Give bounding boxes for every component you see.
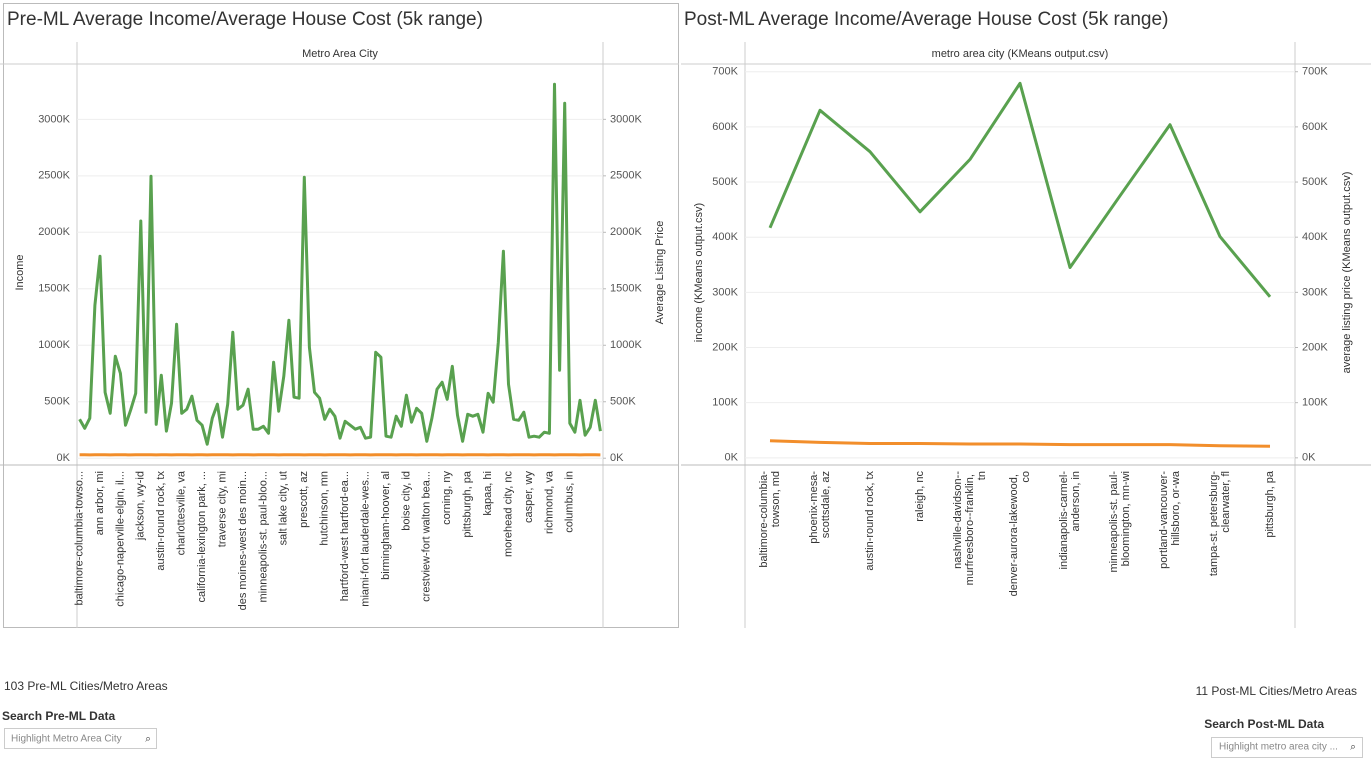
count-text: 103 Pre-ML Cities/Metro Areas <box>4 679 168 693</box>
x-tick-label: hartford-west hartford-ea... <box>339 471 351 601</box>
x-tick-label: minneapolis-st. paul-bloo... <box>257 471 269 602</box>
y-tick-label: 1500K <box>38 283 70 295</box>
y2-tick-label: 3000K <box>610 113 642 125</box>
x-tick-label: traverse city, mi <box>216 471 228 547</box>
x-tick-label: des moines-west des moin... <box>237 471 249 610</box>
x-tick-label: baltimore-columbia-towso... <box>73 471 85 606</box>
y-axis-title: Income <box>14 254 26 290</box>
y-tick-label: 0K <box>57 452 71 464</box>
x-tick-label: nashville-davidson--murfreesboro--frankl… <box>952 471 988 586</box>
x-tick-label: salt lake city, ut <box>278 471 290 545</box>
x-tick-label: austin-round rock, tx <box>155 471 167 571</box>
y-tick-label: 100K <box>712 397 738 409</box>
x-tick-label: kapaa, hi <box>482 471 494 516</box>
y-tick-label: 2500K <box>38 170 70 182</box>
search-placeholder: Highlight Metro Area City <box>11 734 122 745</box>
y-tick-label: 200K <box>712 341 738 353</box>
x-tick-label: prescott, az <box>298 471 310 528</box>
data-line <box>80 84 601 444</box>
y-tick-label: 600K <box>712 121 738 133</box>
y2-tick-label: 2500K <box>610 170 642 182</box>
x-tick-label: corning, ny <box>441 471 453 525</box>
x-tick-label: hutchinson, mn <box>319 471 331 546</box>
x-tick-label: crestview-fort walton bea... <box>421 471 433 602</box>
y-tick-label: 300K <box>712 286 738 298</box>
x-tick-label: richmond, va <box>543 470 555 534</box>
y-tick-label: 2000K <box>38 226 70 238</box>
y2-tick-label: 700K <box>1302 66 1328 78</box>
y2-tick-label: 100K <box>1302 397 1328 409</box>
y2-tick-label: 0K <box>610 452 624 464</box>
x-tick-label: portland-vancouver-hillsboro, or-wa <box>1158 470 1182 569</box>
x-tick-label: casper, wy <box>523 471 535 523</box>
chart-title: Post-ML Average Income/Average House Cos… <box>684 9 1168 30</box>
y2-tick-label: 0K <box>1302 452 1316 464</box>
x-tick-label: ann arbor, mi <box>94 471 106 535</box>
x-axis-title: metro area city (KMeans output.csv) <box>932 48 1109 60</box>
y-tick-label: 1000K <box>38 339 70 351</box>
x-tick-label: boise city, id <box>400 471 412 531</box>
y2-tick-label: 300K <box>1302 286 1328 298</box>
y2-tick-label: 400K <box>1302 231 1328 243</box>
y-tick-label: 500K <box>712 176 738 188</box>
y2-axis-title: Average Listing Price <box>654 221 666 325</box>
y-tick-label: 0K <box>725 452 739 464</box>
y2-tick-label: 2000K <box>610 226 642 238</box>
x-tick-label: indianapolis-carmel-anderson, in <box>1058 471 1082 570</box>
x-tick-label: jackson, wy-id <box>135 471 147 541</box>
y-tick-label: 700K <box>712 66 738 78</box>
y2-axis-title: average listing price (KMeans output.csv… <box>1341 172 1353 374</box>
x-tick-label: columbus, in <box>564 471 576 533</box>
y2-tick-label: 1000K <box>610 339 642 351</box>
x-axis-title: Metro Area City <box>302 48 378 60</box>
search-label: Search Pre-ML Data <box>2 709 115 723</box>
x-tick-label: baltimore-columbia-towson, md <box>758 471 782 568</box>
x-tick-label: denver-aurora-lakewood, co <box>1008 471 1032 596</box>
x-tick-label: charlottesville, va <box>176 470 188 555</box>
x-tick-label: morehead city, nc <box>502 471 514 558</box>
x-tick-label: phoenix-mesa-scottsdale, az <box>808 471 832 544</box>
search-icon: ⌕ <box>145 734 151 745</box>
y-axis-title: income (KMeans output.csv) <box>693 203 705 342</box>
chart-title: Pre-ML Average Income/Average House Cost… <box>7 9 483 30</box>
y2-tick-label: 500K <box>1302 176 1328 188</box>
count-text: 11 Post-ML Cities/Metro Areas <box>1196 684 1357 698</box>
search-label: Search Post-ML Data <box>1204 717 1324 731</box>
y2-tick-label: 500K <box>610 396 636 408</box>
y-tick-label: 500K <box>44 396 70 408</box>
x-tick-label: pittsburgh, pa <box>1264 470 1276 538</box>
x-tick-label: chicago-naperville-elgin, il... <box>114 471 126 607</box>
x-tick-label: california-lexington park, ... <box>196 471 208 602</box>
y2-tick-label: 200K <box>1302 341 1328 353</box>
y-tick-label: 400K <box>712 231 738 243</box>
x-tick-label: pittsburgh, pa <box>462 470 474 538</box>
y2-tick-label: 1500K <box>610 283 642 295</box>
x-tick-label: tampa-st. petersburg-clearwater, fl <box>1208 471 1232 576</box>
y2-tick-label: 600K <box>1302 121 1328 133</box>
data-line <box>770 83 1270 296</box>
y-tick-label: 3000K <box>38 113 70 125</box>
search-placeholder: Highlight metro area city ... <box>1219 742 1338 753</box>
data-line <box>770 441 1270 447</box>
x-tick-label: austin-round rock, tx <box>864 471 876 571</box>
x-tick-label: raleigh, nc <box>914 471 926 522</box>
x-tick-label: minneapolis-st. paul-bloomington, mn-wi <box>1108 471 1132 573</box>
search-icon: ⌕ <box>1350 742 1356 753</box>
x-tick-label: miami-fort lauderdale-wes... <box>359 471 371 607</box>
x-tick-label: birmingham-hoover, al <box>380 471 392 580</box>
